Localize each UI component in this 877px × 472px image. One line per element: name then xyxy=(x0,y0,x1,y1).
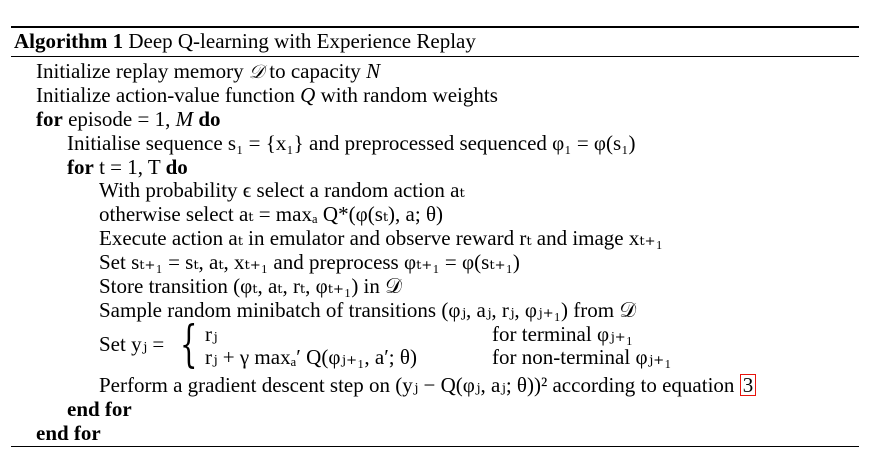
q-symbol: Q xyxy=(300,83,316,107)
algo-line-6: With probability ϵ select a random actio… xyxy=(99,178,465,202)
algo-line-8: Execute action aₜ in emulator and observ… xyxy=(99,226,663,250)
algorithm-caption: Algorithm 1 Deep Q-learning with Experie… xyxy=(14,29,476,54)
case-nonterminal-cond: for non-terminal φⱼ₊₁ xyxy=(492,345,672,369)
algo-line-2: Initialize action-value function Q with … xyxy=(36,83,498,107)
algo-line-4-text: Initialise sequence s₁ = {x₁} and prepro… xyxy=(67,131,636,155)
algo-line-11-text: Sample random minibatch of transitions (… xyxy=(99,298,637,322)
algo-line-1-text-b: to capacity xyxy=(264,59,367,83)
end-for-keyword: end for xyxy=(36,421,101,445)
algo-line-10: Store transition (φₜ, aₜ, rₜ, φₜ₊₁) in 𝒟 xyxy=(99,274,402,298)
case-nonterminal-expr: rⱼ + γ maxₐ′ Q(φⱼ₊₁, a′; θ) xyxy=(205,345,417,369)
algo-line-4: Initialise sequence s₁ = {x₁} and prepro… xyxy=(67,131,636,155)
set-yj-label: Set yⱼ = xyxy=(99,332,165,356)
replay-memory-symbol: 𝒟 xyxy=(248,61,265,83)
gradient-step-text: Perform a gradient descent step on (yⱼ −… xyxy=(99,373,735,397)
algo-line-6-text: With probability ϵ select a random actio… xyxy=(99,178,465,202)
algo-line-gradient: Perform a gradient descent step on (yⱼ −… xyxy=(99,373,757,397)
bottom-rule xyxy=(11,446,859,447)
case-terminal-expr: rⱼ xyxy=(205,322,218,346)
algo-line-10-text: Store transition (φₜ, aₜ, rₜ, φₜ₊₁) in 𝒟 xyxy=(99,274,402,298)
algo-line-1: Initialize replay memory 𝒟 to capacity N xyxy=(36,59,380,84)
capacity-symbol: N xyxy=(366,59,381,83)
end-for-keyword: end for xyxy=(67,397,132,421)
caption-rule xyxy=(11,56,859,57)
algo-line-9-text: Set sₜ₊₁ = sₜ, aₜ, xₜ₊₁ and preprocess φ… xyxy=(99,250,520,274)
algo-line-5: for t = 1, T do xyxy=(67,155,188,179)
for-keyword: for xyxy=(67,155,94,179)
algo-line-7-text: otherwise select aₜ = maxₐ Q*(φ(sₜ), a; … xyxy=(99,202,444,226)
algo-line-endfor-inner: end for xyxy=(67,397,132,421)
algo-line-8-text: Execute action aₜ in emulator and observ… xyxy=(99,226,663,250)
algorithm-label: Algorithm 1 xyxy=(14,29,124,53)
do-keyword: do xyxy=(165,155,188,179)
t-range: t = 1, T xyxy=(93,155,166,179)
algorithm-title: Deep Q-learning with Experience Replay xyxy=(128,29,476,53)
for-keyword: for xyxy=(36,107,63,131)
algo-line-3: for episode = 1, M do xyxy=(36,107,221,131)
episode-range: episode = 1, xyxy=(62,107,176,131)
algo-line-2-text-a: Initialize action-value function xyxy=(36,83,301,107)
algo-line-1-text-a: Initialize replay memory xyxy=(36,59,249,83)
algo-line-7: otherwise select aₜ = maxₐ Q*(φ(sₜ), a; … xyxy=(99,202,443,226)
m-symbol: M xyxy=(175,107,194,131)
case-terminal-cond: for terminal φⱼ₊₁ xyxy=(492,322,634,346)
equation-ref-link[interactable]: 3 xyxy=(739,374,757,396)
algo-line-11: Sample random minibatch of transitions (… xyxy=(99,298,636,322)
algo-line-2-text-b: with random weights xyxy=(315,83,498,107)
left-brace-icon: { xyxy=(180,315,198,373)
do-keyword: do xyxy=(198,107,221,131)
algo-line-endfor-outer: end for xyxy=(36,421,101,445)
algo-line-9: Set sₜ₊₁ = sₜ, aₜ, xₜ₊₁ and preprocess φ… xyxy=(99,250,520,274)
top-rule xyxy=(11,26,859,28)
